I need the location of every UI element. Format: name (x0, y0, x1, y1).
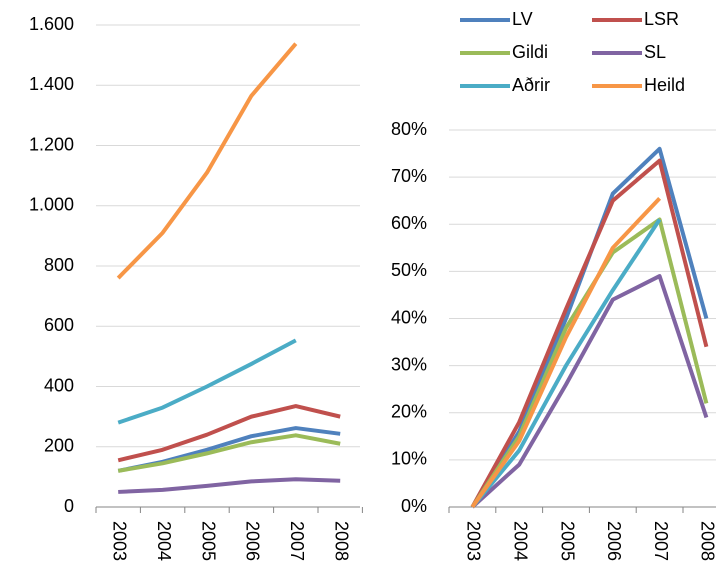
x-tick-label: 2004 (510, 521, 530, 561)
x-tick-label: 2003 (464, 521, 484, 561)
series-line (117, 433, 341, 473)
y-tick-label: 200 (44, 436, 74, 456)
series-line (471, 274, 709, 509)
legend-label: Heild (644, 75, 685, 95)
y-tick-label: 800 (44, 255, 74, 275)
x-tick-label: 2006 (243, 521, 263, 561)
x-tick-label: 2008 (331, 521, 351, 561)
x-tick-label: 2005 (198, 521, 218, 561)
y-tick-label: 1.000 (29, 195, 74, 215)
legend-label: Gildi (512, 42, 548, 62)
y-tick-label: 10% (391, 449, 427, 469)
legend-label: SL (644, 42, 666, 62)
y-tick-label: 1.600 (29, 14, 74, 34)
legend-label: LV (512, 9, 533, 29)
y-tick-label: 400 (44, 375, 74, 395)
x-tick-label: 2006 (604, 521, 624, 561)
y-tick-label: 600 (44, 315, 74, 335)
y-tick-label: 80% (391, 119, 427, 139)
y-tick-label: 1.400 (29, 74, 74, 94)
x-tick-label: 2005 (557, 521, 577, 561)
legend-label: LSR (644, 9, 679, 29)
y-tick-label: 30% (391, 354, 427, 374)
series-line (470, 196, 662, 509)
series-line (118, 477, 341, 494)
y-tick-label: 60% (391, 213, 427, 233)
x-tick-label: 2003 (109, 521, 129, 561)
x-tick-label: 2008 (698, 521, 718, 561)
legend-label: Aðrir (512, 75, 550, 95)
x-tick-label: 2007 (287, 521, 307, 561)
series-line (117, 338, 297, 425)
y-tick-label: 50% (391, 260, 427, 280)
y-tick-label: 20% (391, 402, 427, 422)
x-tick-label: 2007 (651, 521, 671, 561)
y-tick-label: 0% (401, 496, 427, 516)
y-tick-label: 0 (64, 496, 74, 516)
series-line (116, 42, 298, 280)
y-tick-label: 70% (391, 166, 427, 186)
series-line (117, 404, 341, 463)
x-tick-label: 2004 (154, 521, 174, 561)
y-tick-label: 1.200 (29, 134, 74, 154)
y-tick-label: 40% (391, 307, 427, 327)
series-line (470, 218, 662, 509)
series-line (470, 158, 709, 508)
